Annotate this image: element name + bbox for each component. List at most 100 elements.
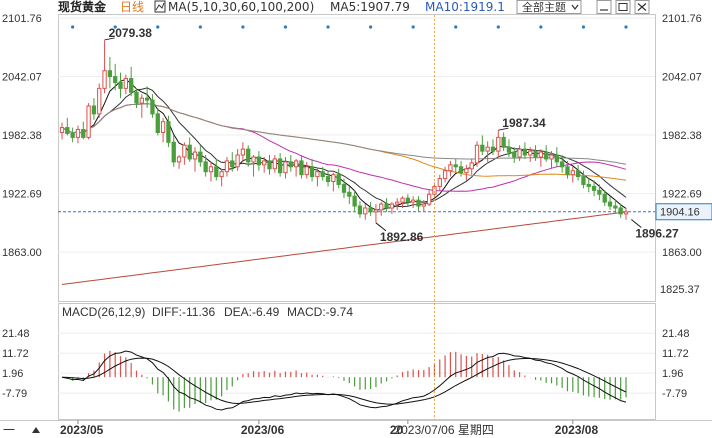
period-label[interactable]: 日线 [120, 0, 144, 14]
candle-body [208, 166, 214, 173]
candle-body [560, 161, 565, 168]
candle [278, 153, 283, 177]
time-label: 2023/08 [555, 423, 599, 437]
candle-body [230, 160, 235, 168]
candle-body [299, 160, 304, 176]
price-tick-left: 1982.38 [2, 130, 42, 142]
candle [118, 72, 123, 99]
candle [522, 142, 528, 159]
candle-body [586, 183, 591, 187]
candle-body [144, 97, 150, 101]
candle-body [283, 161, 288, 174]
macd-panel-frame [58, 303, 656, 420]
candle-body [107, 70, 113, 78]
candle [150, 94, 155, 118]
candle [485, 141, 490, 162]
candle [575, 164, 581, 181]
candle [70, 127, 75, 143]
candle [113, 63, 118, 91]
macd-tick-left: 11.72 [2, 348, 29, 360]
candle [341, 178, 347, 199]
candle [198, 145, 203, 167]
macd-tick-left: 1.96 [2, 368, 23, 380]
candle [368, 202, 373, 216]
candle-body [192, 151, 198, 160]
candle-body [496, 136, 501, 152]
candle [246, 145, 251, 167]
price-tick-left: 1863.00 [2, 247, 42, 259]
candle [437, 174, 442, 191]
candle-body [150, 99, 155, 115]
annotation-label: 1896.27 [635, 226, 679, 240]
candle-body [400, 197, 405, 203]
zoom-minus-icon[interactable]: 一 [3, 423, 15, 437]
candle [160, 117, 166, 143]
candle [528, 147, 533, 162]
candle [208, 161, 214, 182]
candle [480, 135, 485, 156]
candle-body [129, 78, 134, 93]
ma10-line [61, 87, 627, 208]
annotation-label: 1892.86 [380, 230, 424, 244]
candle [187, 137, 192, 162]
candle [517, 145, 522, 161]
candle-body [426, 193, 432, 205]
candle-body [203, 161, 208, 173]
candle-body [240, 148, 246, 156]
candle [251, 155, 256, 177]
candle-body [347, 191, 352, 197]
signal-dot [198, 25, 202, 29]
signal-dot [113, 25, 117, 29]
candle [464, 164, 469, 181]
time-label: 2023/06 [241, 423, 285, 437]
signal-dot [71, 25, 75, 29]
candle [373, 204, 379, 223]
signal-dot [369, 25, 373, 29]
candle [347, 186, 352, 205]
annotation-pointer [375, 222, 387, 232]
annotation-pointer [631, 219, 642, 228]
minimize-icon[interactable] [596, 0, 612, 14]
time-label: 20 [390, 423, 404, 437]
candle [166, 115, 171, 148]
candle-body [607, 201, 613, 207]
chart-header: 现货黄金 日线 MA(5,10,30,60,100,200) MA5:1907.… [58, 0, 650, 14]
candle-body [325, 176, 331, 183]
macd-header: MACD(26,12,9) DIFF:-11.36 DEA:-6.49 MACD… [62, 305, 353, 319]
candle [623, 207, 629, 220]
candle-body [134, 91, 139, 104]
candle [565, 160, 570, 179]
candle [65, 117, 70, 136]
candle-body [591, 185, 597, 191]
candle-body [533, 150, 538, 158]
candle [352, 190, 357, 211]
candle-body [389, 203, 395, 209]
macd-tick-right: 11.72 [662, 348, 689, 360]
theme-select[interactable]: 全部主题 [516, 0, 582, 14]
candle [299, 155, 304, 179]
close-icon[interactable] [634, 0, 650, 14]
candle [107, 56, 113, 89]
candle [448, 160, 453, 177]
maximize-icon[interactable] [615, 0, 631, 14]
candle-body [118, 81, 123, 89]
candle-body [368, 207, 373, 213]
candle [86, 103, 91, 140]
candle-body [102, 70, 107, 89]
price-tick-left: 1922.69 [2, 189, 42, 201]
candle-body [187, 144, 192, 160]
candle-body [278, 158, 283, 174]
candle-body [480, 144, 485, 152]
candle-body [75, 129, 81, 138]
candle [192, 147, 198, 172]
candle [219, 168, 224, 187]
scroll-up-icon[interactable] [32, 427, 40, 433]
candle-body [363, 207, 368, 215]
candle-body [256, 156, 262, 166]
candle-body [432, 185, 437, 195]
candle [570, 166, 575, 183]
candle-body [235, 154, 240, 168]
candle [320, 166, 325, 181]
candle-body [272, 158, 277, 170]
